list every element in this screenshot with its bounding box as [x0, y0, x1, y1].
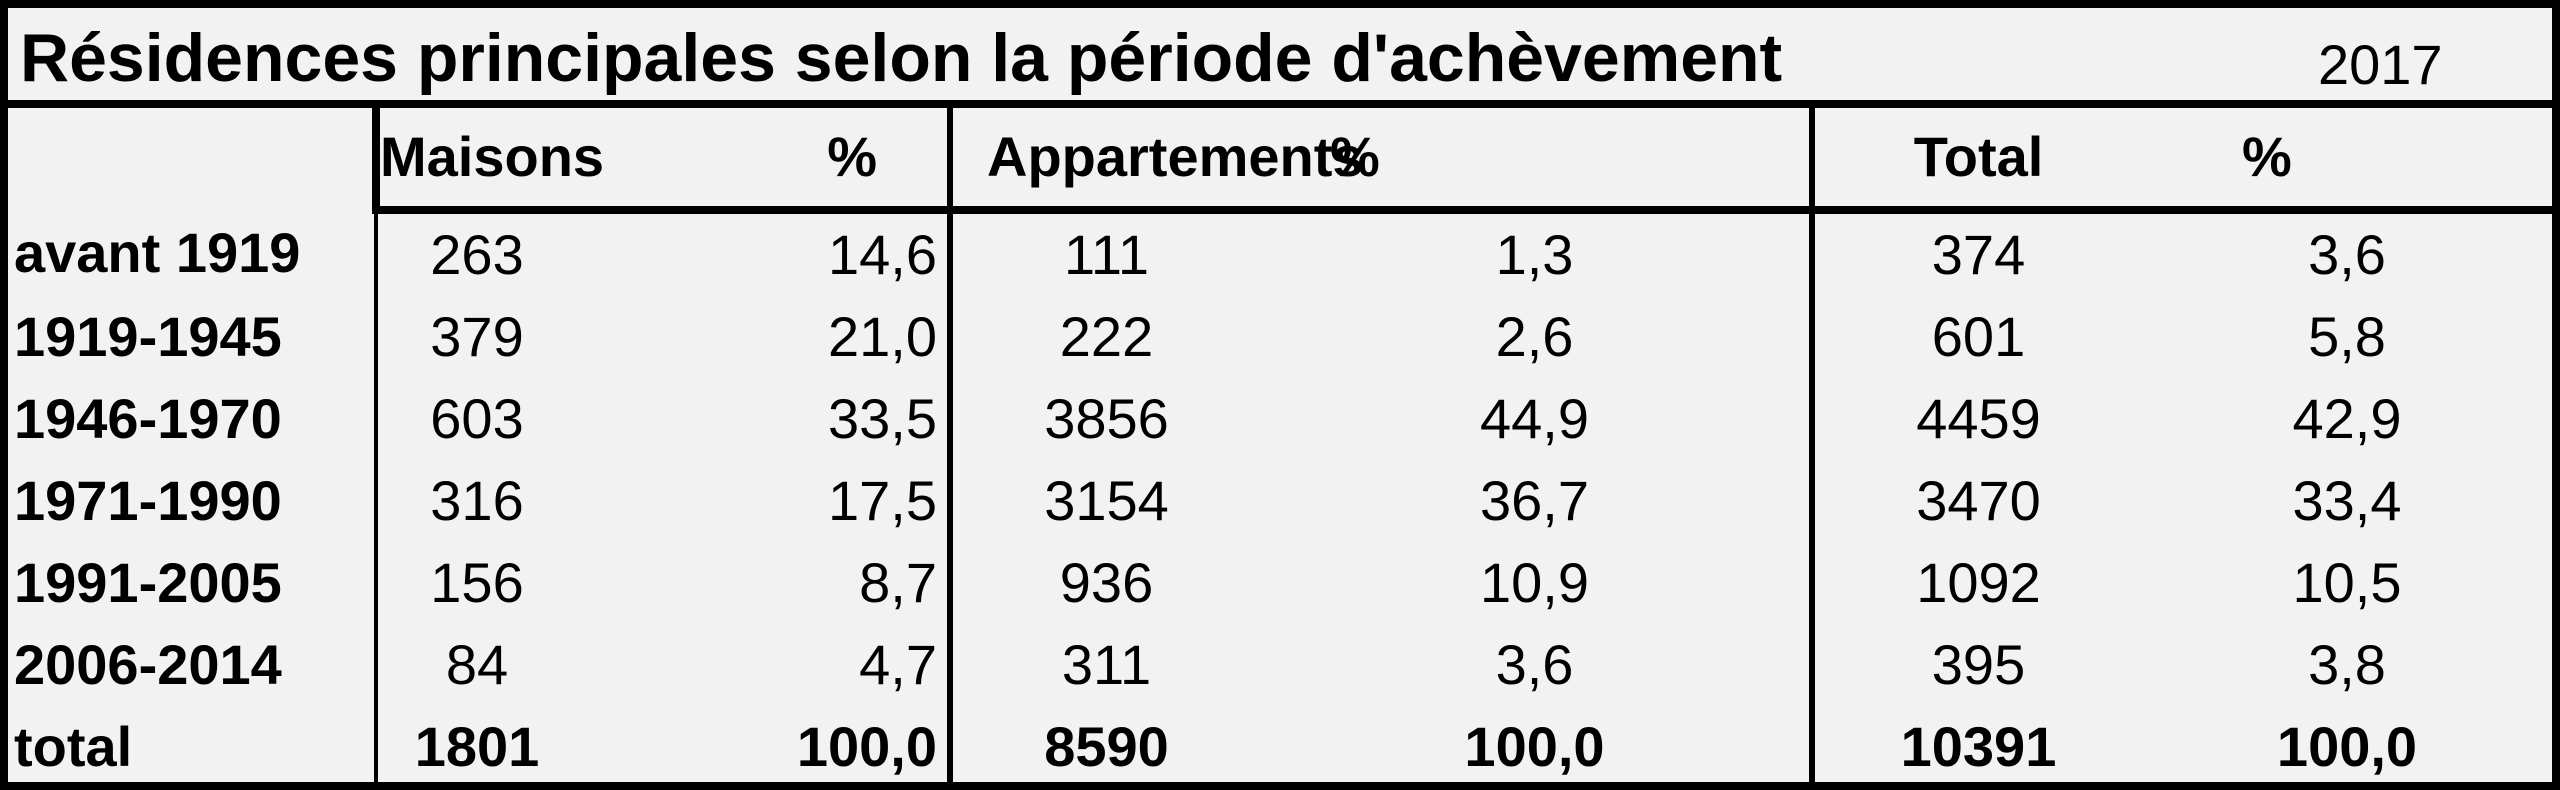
total-pct-cell: 5,8 [2308, 305, 2386, 368]
row-label: 1991-2005 [14, 551, 282, 614]
maisons-cell: 156 [374, 542, 576, 624]
row-label: total [14, 715, 133, 778]
header-appartements: Appartements [947, 108, 1364, 214]
appartements-cell: 311 [947, 624, 1260, 706]
table-row: 1946-1970 603 33,5 3856 44,9 4459 42,9 [8, 378, 2552, 460]
header-maisons: Maisons [372, 108, 604, 214]
header-appartements-pct: % [1260, 108, 1812, 214]
maisons-cell: 263 [374, 210, 576, 296]
appartements-pct-cell: 10,9 [1480, 551, 1589, 614]
maisons-cell: 603 [374, 378, 576, 460]
total-cell: 3470 [1809, 460, 2142, 542]
row-label: 1971-1990 [14, 469, 282, 532]
appartements-cell: 111 [947, 210, 1260, 296]
maisons-cell: 379 [374, 296, 576, 378]
maisons-pct-cell: 4,7 [859, 633, 937, 696]
maisons-pct-cell: 33,5 [828, 387, 937, 450]
header-maisons-pct: % [576, 108, 950, 214]
title-row: Résidences principales selon la période … [8, 8, 2552, 108]
total-pct-cell: 100,0 [2276, 715, 2418, 778]
maisons-pct-cell: 17,5 [828, 469, 937, 532]
appartements-pct-cell: 100,0 [1464, 715, 1605, 778]
total-row: total 1801 100,0 8590 100,0 10391 100,0 [8, 706, 2552, 788]
table-row: 1919-1945 379 21,0 222 2,6 601 5,8 [8, 296, 2552, 378]
appartements-cell: 8590 [947, 706, 1260, 788]
total-pct-cell: 33,4 [2292, 469, 2402, 532]
total-pct-cell: 42,9 [2292, 387, 2402, 450]
appartements-pct-cell: 1,3 [1495, 223, 1574, 286]
appartements-pct-cell: 36,7 [1480, 469, 1589, 532]
total-cell: 374 [1809, 210, 2142, 296]
appartements-cell: 3856 [947, 378, 1260, 460]
data-table: Maisons % Appartements % Total % avant 1… [8, 108, 2552, 788]
appartements-pct-cell: 44,9 [1480, 387, 1589, 450]
appartements-pct-cell: 3,6 [1495, 633, 1574, 696]
appartements-cell: 222 [947, 296, 1260, 378]
header-total: Total [1809, 108, 2142, 214]
header-empty [8, 108, 376, 210]
appartements-cell: 3154 [947, 460, 1260, 542]
total-cell: 395 [1809, 624, 2142, 706]
maisons-pct-cell: 14,6 [828, 223, 937, 286]
appartements-pct-cell: 2,6 [1495, 305, 1574, 368]
maisons-cell: 84 [374, 624, 576, 706]
table-row: 2006-2014 84 4,7 311 3,6 395 3,8 [8, 624, 2552, 706]
total-cell: 601 [1809, 296, 2142, 378]
maisons-cell: 316 [374, 460, 576, 542]
appartements-cell: 936 [947, 542, 1260, 624]
maisons-pct-cell: 100,0 [796, 715, 937, 778]
header-total-pct: % [2142, 108, 2552, 214]
year-label: 2017 [2318, 33, 2443, 96]
table-row: 1971-1990 316 17,5 3154 36,7 3470 33,4 [8, 460, 2552, 542]
total-cell: 10391 [1809, 706, 2142, 788]
total-cell: 1092 [1809, 542, 2142, 624]
total-cell: 4459 [1809, 378, 2142, 460]
total-pct-cell: 3,8 [2308, 633, 2386, 696]
row-label: 1919-1945 [14, 305, 282, 368]
page-title: Résidences principales selon la période … [20, 20, 1783, 96]
total-pct-cell: 3,6 [2308, 223, 2386, 286]
maisons-pct-cell: 8,7 [859, 551, 937, 614]
row-label: avant 1919 [14, 221, 301, 284]
total-pct-cell: 10,5 [2292, 551, 2402, 614]
maisons-pct-cell: 21,0 [828, 305, 937, 368]
table-row: avant 1919 263 14,6 111 1,3 374 3,6 [8, 210, 2552, 296]
maisons-cell: 1801 [374, 706, 576, 788]
row-label: 2006-2014 [14, 633, 282, 696]
table-row: 1991-2005 156 8,7 936 10,9 1092 10,5 [8, 542, 2552, 624]
row-label: 1946-1970 [14, 387, 282, 450]
header-row: Maisons % Appartements % Total % [8, 108, 2552, 214]
